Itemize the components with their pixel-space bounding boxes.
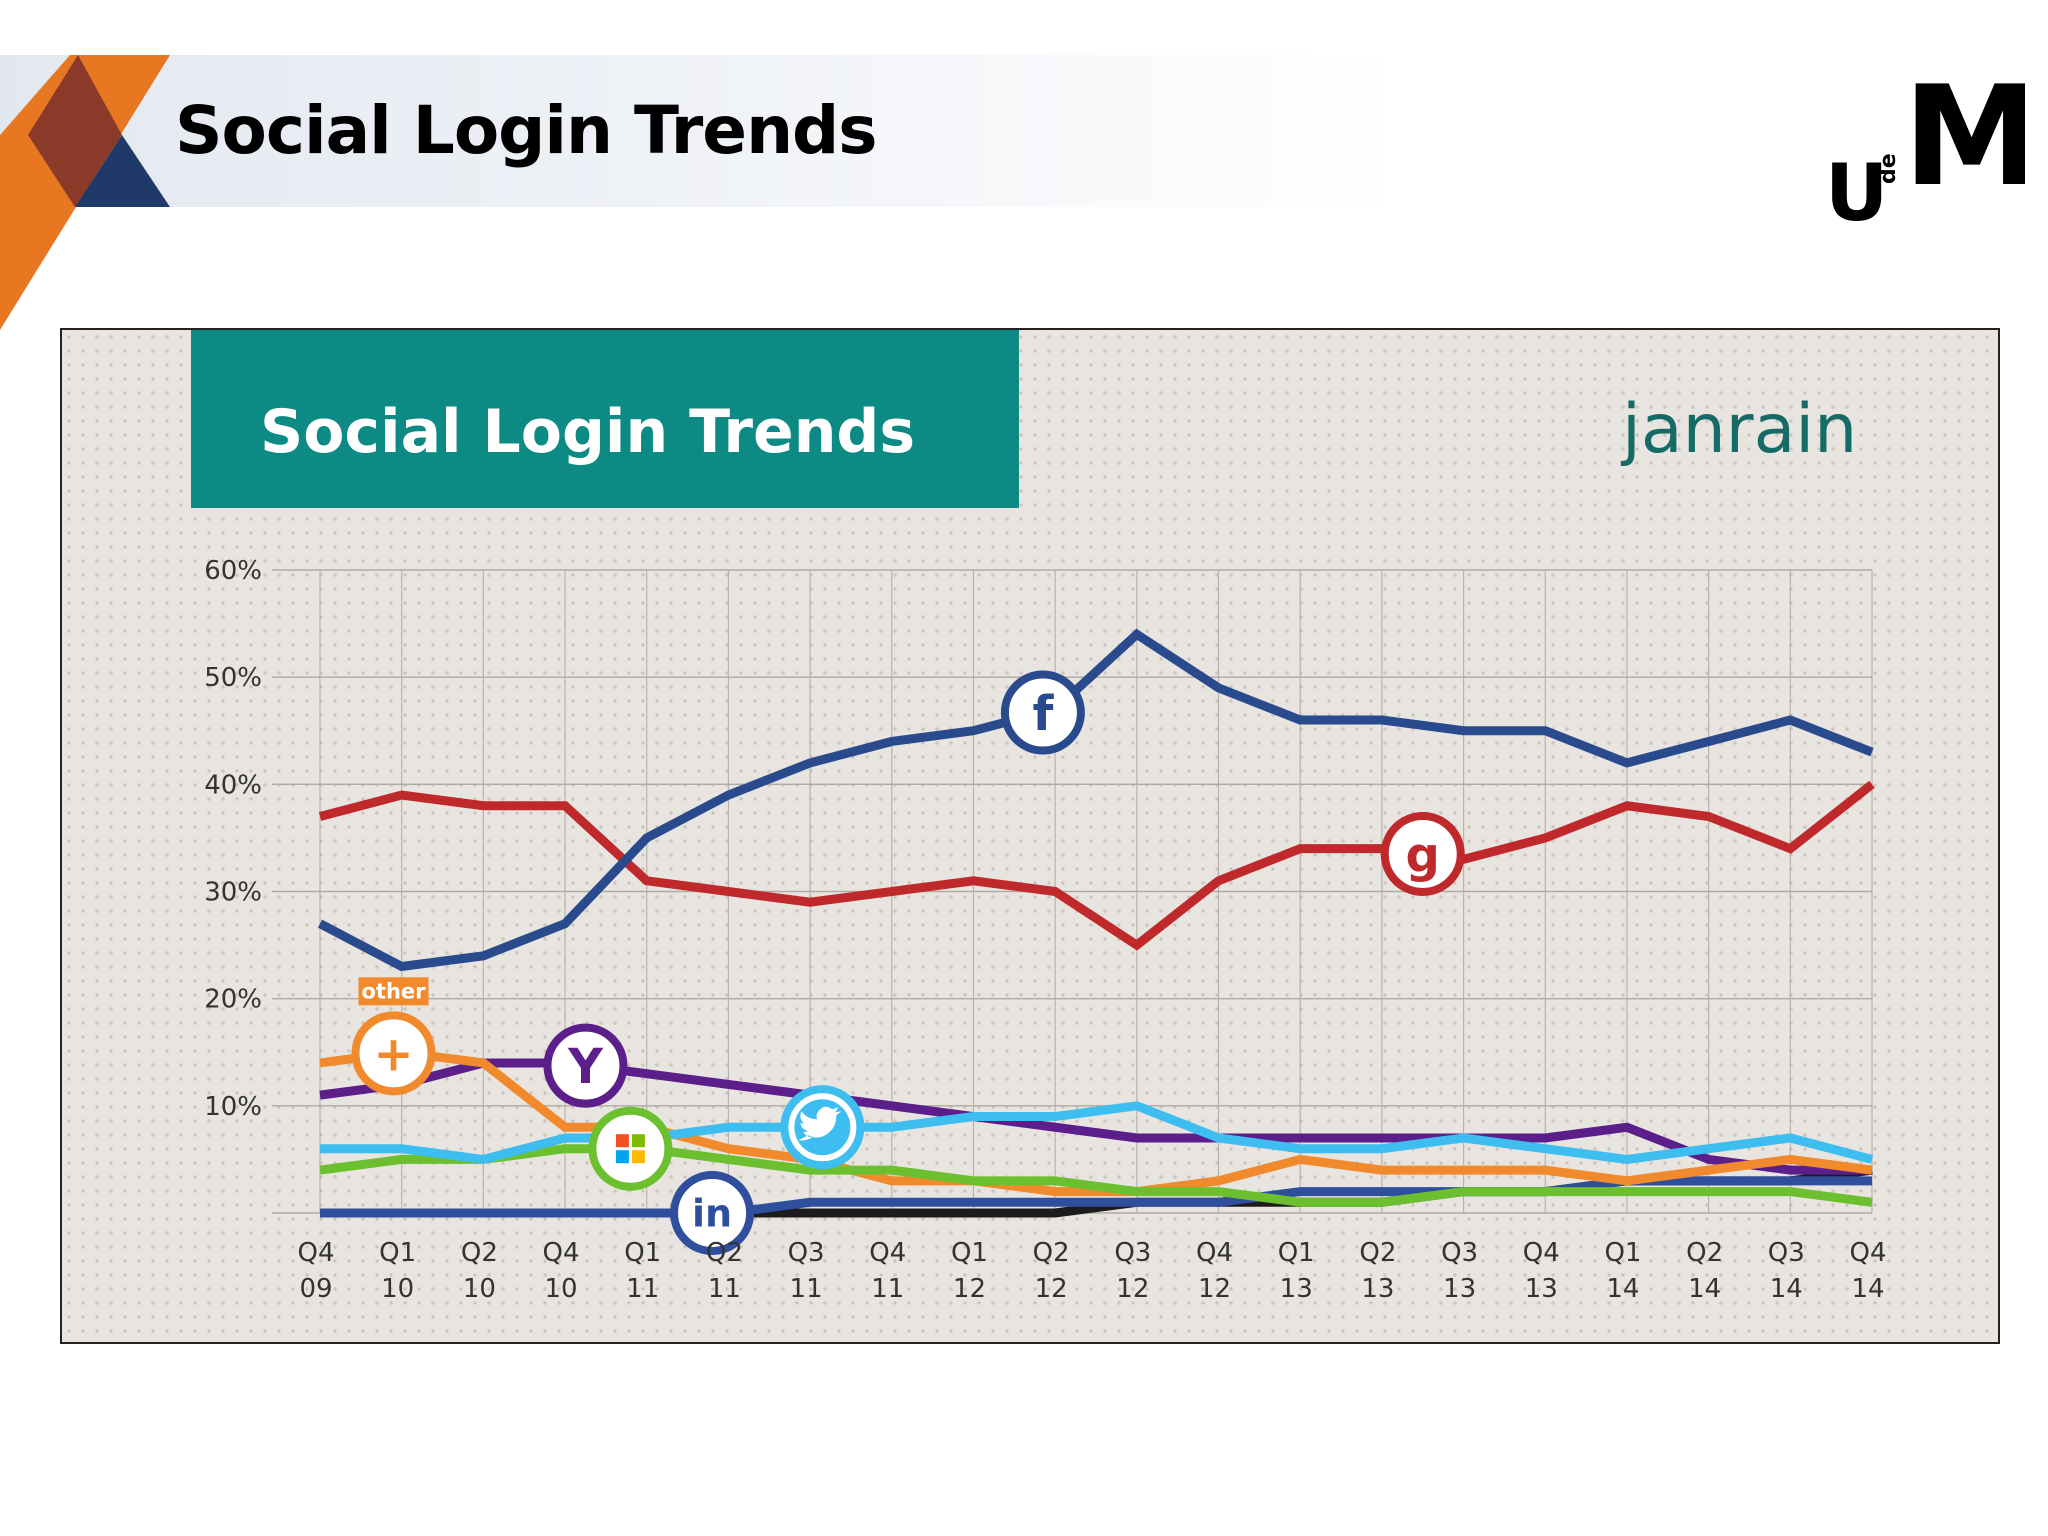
google-icon: g bbox=[1380, 811, 1465, 896]
line-chart: Social Login Trends janrain fg+otherYin … bbox=[191, 330, 1887, 1304]
x-tick-label: Q4 10 bbox=[543, 1238, 580, 1304]
slide-title: Social Login Trends bbox=[175, 92, 878, 169]
logo-letter-de: de bbox=[1876, 153, 1901, 184]
x-tick-label: Q4 11 bbox=[869, 1238, 906, 1304]
microsoft-square-glyph bbox=[615, 1134, 629, 1148]
y-tick-label: 50% bbox=[204, 663, 262, 693]
linkedin-icon: in bbox=[670, 1171, 755, 1255]
x-tick-label: Q1 12 bbox=[951, 1238, 988, 1304]
twitter-bird-glyph bbox=[798, 1106, 842, 1141]
plus-icon: + other bbox=[351, 977, 436, 1096]
logo-letter-m: M bbox=[1903, 72, 2025, 217]
chart-title: Social Login Trends bbox=[260, 397, 915, 467]
x-tick-label: Q3 13 bbox=[1441, 1238, 1478, 1304]
series-badge-ring bbox=[543, 1023, 628, 1108]
facebook-glyph: f bbox=[1032, 686, 1054, 742]
chart-title-panel bbox=[191, 330, 1019, 508]
y-tick-label: 10% bbox=[204, 1092, 262, 1122]
plus-glyph: + bbox=[373, 1027, 413, 1083]
series-badge-ring bbox=[351, 1011, 436, 1096]
x-tick-label: Q1 14 bbox=[1604, 1238, 1641, 1304]
logo-letter-u: U bbox=[1825, 149, 1888, 232]
series-line-facebook bbox=[317, 628, 1874, 972]
y-tick-label: 40% bbox=[204, 770, 262, 800]
y-tick-label: 60% bbox=[204, 556, 262, 586]
yahoo-glyph: Y bbox=[567, 1039, 604, 1095]
series-badge-ring bbox=[1000, 670, 1085, 755]
series-badge-ring bbox=[588, 1106, 673, 1191]
x-tick-label: Q2 14 bbox=[1686, 1238, 1723, 1304]
slide-header-band bbox=[0, 55, 1400, 207]
microsoft-square-glyph bbox=[631, 1134, 645, 1148]
series-line-microsoft bbox=[319, 1144, 1873, 1207]
y-tick-label: 20% bbox=[204, 985, 262, 1015]
series-line-google bbox=[318, 780, 1875, 951]
microsoft-square-glyph bbox=[615, 1150, 629, 1164]
x-tick-label: Q1 13 bbox=[1278, 1238, 1315, 1304]
x-tick-label: Q3 11 bbox=[788, 1238, 825, 1304]
twitter-icon bbox=[780, 1085, 865, 1170]
university-logo-icon: U de M bbox=[1825, 72, 2025, 232]
x-tick-label: Q2 12 bbox=[1033, 1238, 1070, 1304]
series-label-tag bbox=[358, 977, 429, 1006]
x-tick-label: Q4 13 bbox=[1523, 1238, 1560, 1304]
x-tick-label: Q1 11 bbox=[624, 1238, 661, 1304]
header-decoration-icon bbox=[0, 55, 170, 330]
yahoo-icon: Y bbox=[543, 1023, 628, 1108]
y-tick-label: 30% bbox=[204, 878, 262, 908]
series-line-twitter bbox=[320, 1101, 1874, 1164]
microsoft-icon bbox=[588, 1106, 673, 1191]
series-badge-ring bbox=[1380, 811, 1465, 896]
x-tick-label: Q3 12 bbox=[1114, 1238, 1151, 1304]
facebook-icon: f bbox=[1000, 670, 1085, 755]
x-tick-label: Q1 10 bbox=[379, 1238, 416, 1304]
linkedin-glyph: in bbox=[692, 1192, 732, 1236]
series-label-text: other bbox=[362, 979, 427, 1003]
series-line-plus bbox=[319, 1047, 1873, 1197]
series-badge-ring bbox=[670, 1171, 755, 1255]
x-tick-label: Q2 13 bbox=[1359, 1238, 1396, 1304]
x-tick-label: Q2 11 bbox=[706, 1238, 743, 1304]
x-tick-label: Q3 14 bbox=[1768, 1238, 1805, 1304]
x-tick-label: Q4 09 bbox=[297, 1238, 334, 1304]
x-tick-label: Q4 12 bbox=[1196, 1238, 1233, 1304]
microsoft-square-glyph bbox=[631, 1150, 645, 1164]
google-glyph: g bbox=[1406, 827, 1440, 883]
janrain-logo: janrain bbox=[1620, 390, 1857, 469]
x-tick-label: Q4 14 bbox=[1849, 1238, 1886, 1304]
x-tick-label: Q2 10 bbox=[461, 1238, 498, 1304]
